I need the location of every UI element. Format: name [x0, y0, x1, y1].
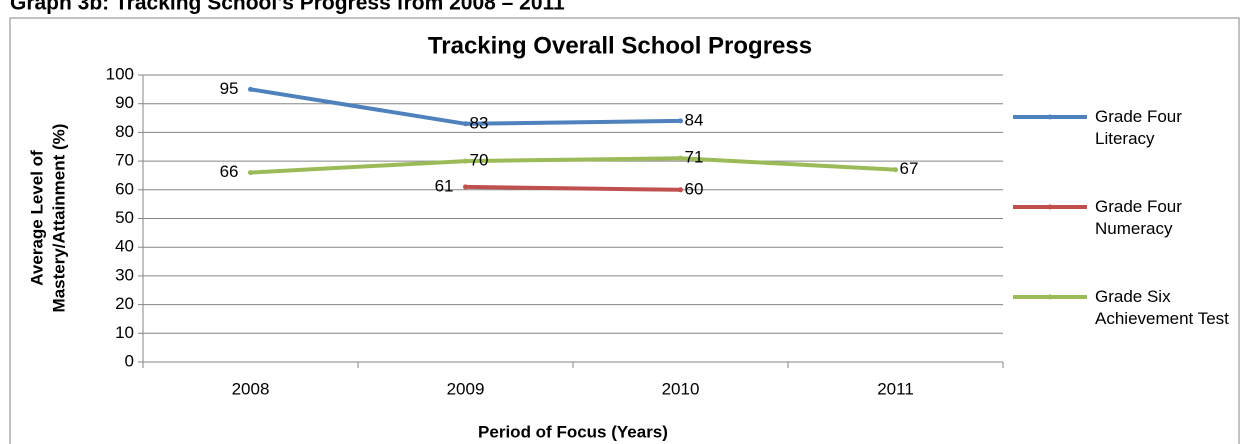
y-tick-label: 80 [115, 122, 134, 141]
y-tick-label: 90 [115, 93, 134, 112]
data-label: 67 [900, 159, 919, 178]
legend-swatch-point [1047, 114, 1053, 120]
point [463, 158, 468, 164]
y-tick-label: 50 [115, 208, 134, 227]
x-axis-label: Period of Focus (Years) [478, 422, 668, 441]
point [463, 121, 468, 127]
point [678, 118, 683, 124]
y-tick-label: 60 [115, 179, 134, 198]
y-tick-label: 20 [115, 294, 134, 313]
data-label: 61 [435, 176, 454, 195]
data-label: 84 [685, 110, 704, 129]
point [678, 155, 683, 161]
x-tick-label: 2009 [447, 379, 485, 398]
data-label: 83 [470, 113, 489, 132]
x-tick-label: 2011 [877, 379, 914, 398]
legend-label: Grade Four Numeracy [1095, 197, 1182, 238]
y-tick-label: 40 [115, 237, 134, 256]
point [893, 167, 898, 173]
point [678, 187, 683, 193]
y-axis-label: Mastery/Attainment (%) [49, 124, 68, 313]
y-tick-label: 70 [115, 151, 134, 170]
chart-title: Tracking Overall School Progress [428, 32, 812, 59]
legend-swatch-point [1047, 204, 1053, 210]
point [248, 86, 253, 92]
x-tick-label: 2008 [232, 379, 270, 398]
legend-label: Grade Four Literacy [1095, 107, 1182, 148]
series-line [250, 156, 896, 175]
data-label: 71 [685, 148, 704, 167]
data-label: 66 [220, 162, 239, 181]
y-tick-label: 10 [115, 323, 134, 342]
data-label: 60 [685, 179, 704, 198]
page-heading: Graph 3b: Tracking School's Progress fro… [10, 0, 565, 15]
legend-label: Grade Six Achievement Test [1095, 287, 1229, 328]
y-tick-label: 100 [106, 64, 134, 83]
y-tick-label: 30 [115, 265, 134, 284]
y-axis-label: Average Level of [27, 150, 46, 286]
point [463, 184, 468, 190]
data-label: 70 [470, 151, 489, 170]
point [248, 170, 253, 176]
series-line [465, 184, 681, 192]
data-label: 95 [220, 79, 239, 98]
x-tick-label: 2010 [662, 379, 700, 398]
legend-swatch-point [1047, 294, 1053, 300]
chart-frame [9, 17, 1240, 444]
y-tick-label: 0 [125, 351, 134, 370]
